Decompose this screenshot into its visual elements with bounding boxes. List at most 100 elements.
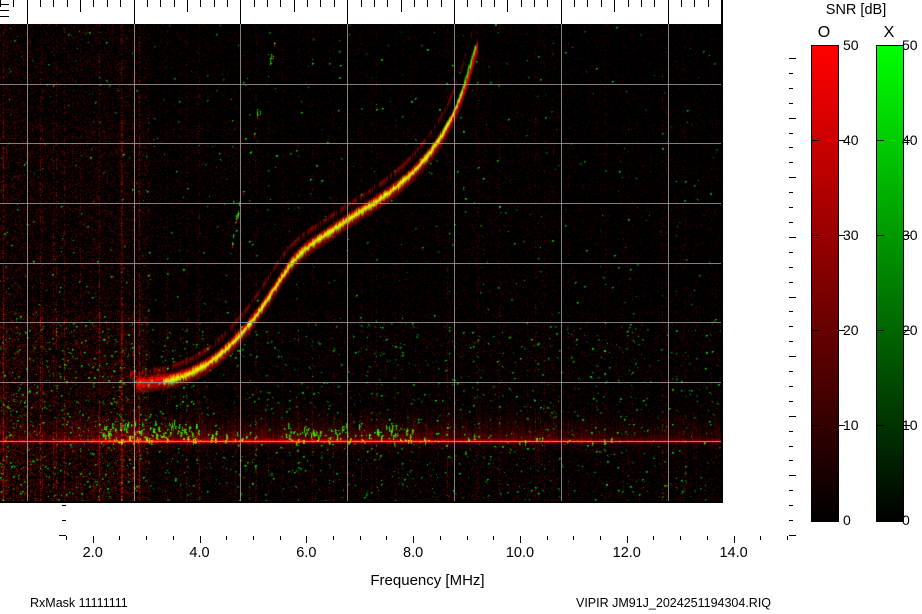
rxmask-label: RxMask 11111111 [30, 596, 128, 610]
freq-minor-tick [334, 0, 335, 7]
colorbar-tick-outer [904, 140, 910, 141]
y-axis-tick-right [789, 505, 793, 506]
colorbar-tick [812, 140, 819, 141]
colorbar-tick-label: 50 [843, 37, 859, 53]
freq-minor-tick [481, 0, 482, 7]
x-axis-tick [253, 536, 254, 540]
x-axis-tick [547, 536, 548, 540]
gridline-vertical [27, 24, 28, 501]
y-axis-tick-right [789, 311, 793, 312]
freq-minor-tick [694, 0, 695, 7]
freq-minor-tick [521, 0, 522, 7]
y-axis-tick-right [789, 192, 793, 193]
y-axis-tick [62, 431, 66, 432]
y-axis-tick-label: 800 [33, 50, 58, 66]
y-axis-tick [62, 103, 66, 104]
y-axis-tick [62, 505, 66, 506]
colorbar-tick-label: 10 [902, 417, 918, 433]
colorbar-tick [877, 235, 884, 236]
y-axis-tick-right [789, 401, 793, 402]
gridline-vertical [668, 24, 669, 501]
y-axis-tick [59, 416, 66, 417]
y-axis-tick [62, 222, 66, 223]
freq-minor-tick [267, 0, 268, 7]
freq-minor-tick [441, 0, 442, 7]
y-axis-tick-right [789, 431, 793, 432]
y-axis-tick [62, 490, 66, 491]
y-axis-tick-right [789, 252, 793, 253]
y-axis-tick-right [789, 535, 796, 536]
freq-minor-tick [467, 0, 468, 7]
freq-minor-tick [374, 0, 375, 7]
gridline-horizontal [0, 84, 721, 85]
y-axis-tick-right [789, 446, 793, 447]
y-axis-tick [62, 282, 66, 283]
freq-grid-tick [454, 0, 455, 24]
x-axis-tick [627, 536, 628, 543]
x-axis-tick [306, 536, 307, 543]
x-axis-tick-label: 8.0 [403, 545, 424, 561]
y-axis-tick-right [789, 490, 793, 491]
y-axis-tick-label: 800 [33, 25, 58, 41]
y-axis-tick-right [789, 222, 793, 223]
x-axis-tick-label: 10.0 [505, 545, 535, 561]
gridline-horizontal [0, 263, 721, 264]
x-axis-tick [787, 536, 788, 540]
y-axis-tick [59, 118, 66, 119]
x-axis-tick [573, 536, 574, 540]
freq-minor-tick [107, 0, 108, 7]
y-axis-tick [59, 58, 66, 59]
x-axis-tick [600, 536, 601, 540]
colorbar-tick-outer [839, 140, 845, 141]
x-axis-tick-label: 12.0 [612, 545, 641, 561]
x-axis-tick [119, 536, 120, 540]
y-axis-tick-right [789, 386, 793, 387]
x-axis-tick [93, 536, 94, 543]
y-axis-tick [62, 401, 66, 402]
colorbar-tick-outer [904, 235, 910, 236]
colorbar-tick-label: 0 [902, 512, 910, 528]
freq-minor-tick [534, 0, 535, 7]
x-axis-tick [360, 536, 361, 540]
freq-minor-tick [147, 0, 148, 7]
x-axis-tick [520, 536, 521, 543]
freq-minor-tick [414, 0, 415, 7]
ionogram-plot-area[interactable] [0, 0, 723, 503]
freq-minor-tick [40, 0, 41, 7]
colorbar-tick-outer [839, 425, 845, 426]
freq-minor-tick [200, 0, 201, 7]
freq-minor-tick [494, 0, 495, 7]
frequency-tick-band [0, 0, 721, 24]
y-axis-tick-label: 300 [33, 348, 58, 365]
colorbar-o-gradient [811, 45, 839, 522]
source-file-label: VIPIR JM91J_2024251194304.RIQ [576, 596, 772, 610]
y-axis-tick-right [789, 133, 793, 134]
freq-minor-tick [307, 0, 308, 7]
y-axis-tick-label: 400 [33, 288, 58, 305]
freq-minor-tick [681, 0, 682, 7]
y-axis-tick [62, 326, 66, 327]
y-axis-tick [62, 267, 66, 268]
x-axis-tick [173, 536, 174, 540]
x-axis-title: Frequency [MHz] [370, 572, 485, 589]
y-axis-tick-right [789, 356, 796, 357]
gridline-horizontal [0, 441, 721, 442]
colorbar-tick [877, 330, 884, 331]
x-axis-tick [707, 536, 708, 540]
x-axis-tick [413, 536, 414, 543]
freq-minor-tick [628, 0, 629, 7]
colorbar-tick-label: 40 [843, 132, 859, 148]
y-axis-tick [62, 192, 66, 193]
y-axis-tick-right [789, 475, 796, 476]
y-axis-tick-right [789, 147, 793, 148]
y-axis-tick-right [789, 297, 796, 298]
colorbar-o-letter: O [817, 24, 831, 41]
y-axis-tick-right [789, 103, 793, 104]
gridline-vertical [561, 24, 562, 501]
x-axis-tick [680, 536, 681, 540]
colorbar-tick-outer [904, 330, 910, 331]
freq-minor-tick [93, 0, 94, 7]
colorbar-tick-outer [904, 425, 910, 426]
colorbar-tick [877, 425, 884, 426]
